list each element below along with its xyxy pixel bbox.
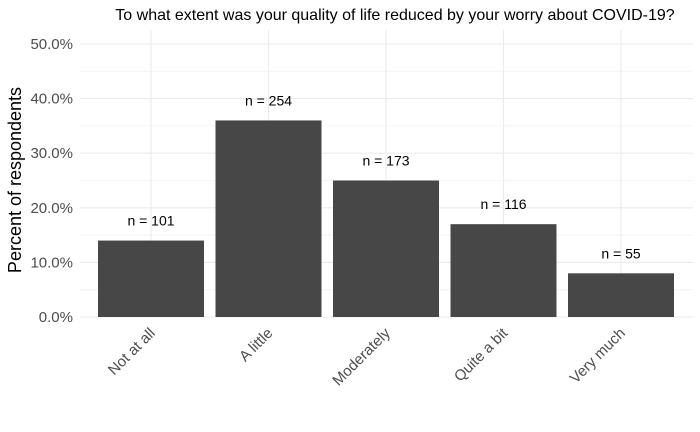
x-tick-label: Quite a bit (451, 324, 512, 385)
x-tick-label: Not at all (105, 325, 159, 379)
y-tick-label: 50.0% (30, 36, 73, 53)
y-tick-label: 20.0% (30, 200, 73, 217)
x-tick-label: Very much (567, 325, 629, 387)
bar (98, 240, 204, 317)
y-tick-label: 10.0% (30, 254, 73, 271)
bar (215, 120, 322, 317)
bar (333, 180, 439, 317)
bar-data-label: n = 173 (362, 153, 409, 169)
bar (568, 273, 674, 317)
bar-data-label: n = 101 (127, 213, 174, 229)
y-tick-label: 40.0% (30, 91, 73, 108)
bar-data-label: n = 55 (601, 245, 641, 261)
x-axis-ticks: Not at all A little Moderately Quite a bit V… (105, 324, 629, 389)
y-axis-label: Percent of respondents (5, 87, 25, 273)
bar-data-label: n = 116 (480, 196, 526, 212)
data-labels: n = 101 n = 254 n = 173 n = 116 n = 55 (127, 92, 640, 261)
bars (98, 120, 674, 317)
x-tick-label: Moderately (329, 324, 394, 389)
chart-title: To what extent was your quality of life … (115, 7, 674, 24)
y-tick-label: 0.0% (39, 309, 73, 326)
x-tick-label: A little (236, 325, 276, 365)
bar (450, 224, 557, 317)
y-tick-label: 30.0% (30, 145, 73, 162)
bar-data-label: n = 254 (245, 92, 292, 108)
y-axis-ticks: 0.0% 10.0% 20.0% 30.0% 40.0% 50.0% (30, 36, 73, 326)
